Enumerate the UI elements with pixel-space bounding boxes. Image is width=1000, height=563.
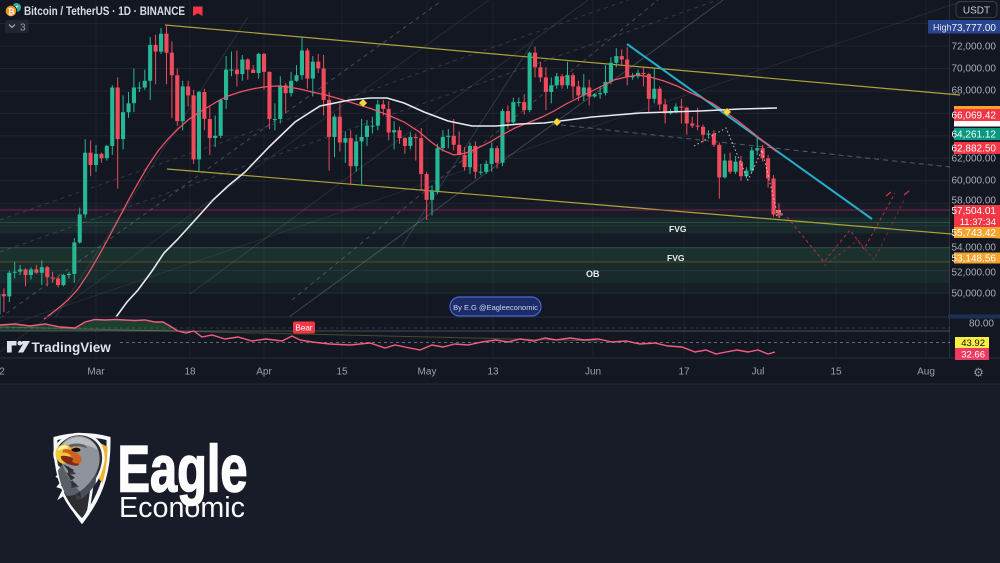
svg-text:Economic: Economic <box>119 492 245 524</box>
svg-text:Jun: Jun <box>585 367 601 378</box>
svg-text:53,148.56: 53,148.56 <box>952 254 997 265</box>
svg-text:18: 18 <box>184 367 196 378</box>
svg-text:3: 3 <box>20 23 26 34</box>
svg-text:43.92: 43.92 <box>961 338 985 349</box>
svg-text:₿: ₿ <box>8 6 15 16</box>
svg-text:Mar: Mar <box>87 367 105 378</box>
svg-text:72,000.00: 72,000.00 <box>952 42 997 53</box>
svg-text:Bitcoin / TetherUS · 1D · BINA: Bitcoin / TetherUS · 1D · BINANCE <box>24 4 185 18</box>
svg-text:52,000.00: 52,000.00 <box>952 268 997 279</box>
svg-text:Bear: Bear <box>296 324 313 333</box>
svg-text:High: High <box>933 23 952 33</box>
svg-text:32.66: 32.66 <box>961 349 985 360</box>
svg-text:58,000.00: 58,000.00 <box>952 196 997 207</box>
svg-text:May: May <box>418 367 437 378</box>
svg-text:55,743.42: 55,743.42 <box>952 228 997 239</box>
svg-text:62,882.50: 62,882.50 <box>952 144 997 155</box>
svg-text:Aug: Aug <box>917 367 935 378</box>
svg-text:OB: OB <box>586 269 600 279</box>
svg-text:62,000.00: 62,000.00 <box>952 154 997 165</box>
svg-text:FVG: FVG <box>669 224 687 234</box>
svg-text:USDT: USDT <box>963 6 990 17</box>
svg-text:2: 2 <box>0 367 5 378</box>
svg-text:TradingView: TradingView <box>32 340 112 355</box>
svg-text:54,000.00: 54,000.00 <box>952 243 997 254</box>
svg-text:11:37:34: 11:37:34 <box>960 217 996 228</box>
svg-text:80.00: 80.00 <box>969 319 994 330</box>
svg-text:68,000.00: 68,000.00 <box>952 86 997 97</box>
svg-text:60,000.00: 60,000.00 <box>952 176 997 187</box>
svg-text:15: 15 <box>336 367 348 378</box>
svg-text:17: 17 <box>678 367 690 378</box>
svg-text:By E.G @Eagleeconomic: By E.G @Eagleeconomic <box>453 303 538 312</box>
svg-text:⚙: ⚙ <box>973 366 984 380</box>
svg-text:57,504.01: 57,504.01 <box>952 206 997 217</box>
svg-text:66,069.42: 66,069.42 <box>952 111 997 122</box>
svg-text:15: 15 <box>830 367 842 378</box>
svg-text:Jul: Jul <box>752 367 765 378</box>
svg-text:Eagle: Eagle <box>118 432 248 506</box>
svg-text:13: 13 <box>487 367 499 378</box>
svg-text:Apr: Apr <box>256 367 272 378</box>
svg-text:50,000.00: 50,000.00 <box>952 289 997 300</box>
svg-text:64,261.12: 64,261.12 <box>952 130 997 141</box>
svg-text:73,777.00: 73,777.00 <box>952 23 997 34</box>
svg-text:FVG: FVG <box>667 253 685 263</box>
svg-text:70,000.00: 70,000.00 <box>952 64 997 75</box>
